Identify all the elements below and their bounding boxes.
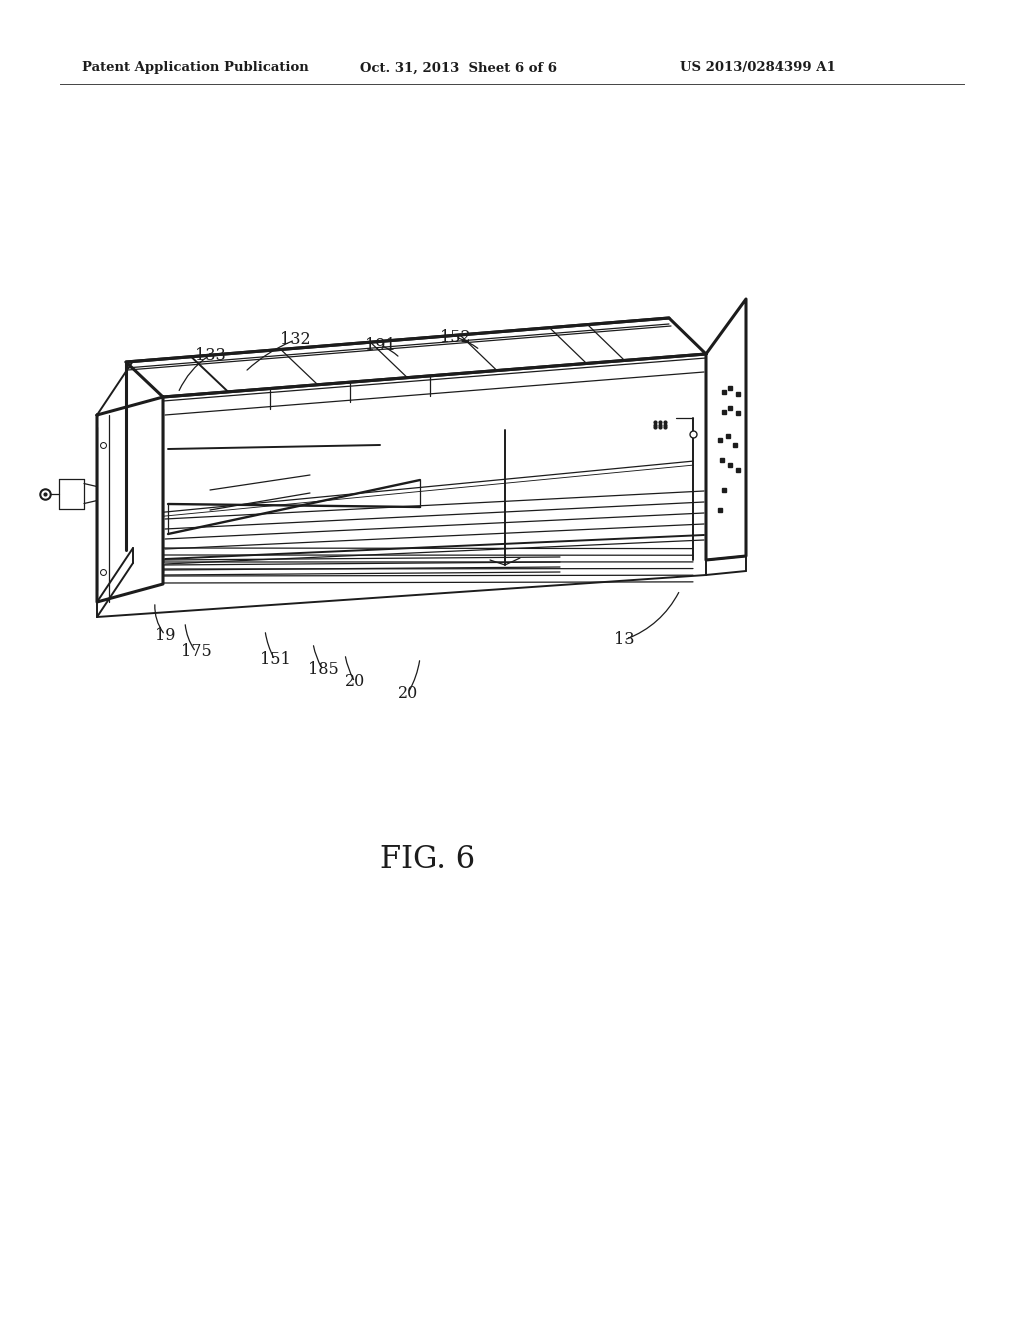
Text: FIG. 6: FIG. 6 xyxy=(380,845,475,875)
Text: 152: 152 xyxy=(439,329,470,346)
Text: 151: 151 xyxy=(260,652,291,668)
Text: Patent Application Publication: Patent Application Publication xyxy=(82,62,309,74)
Text: 191: 191 xyxy=(365,337,395,354)
Text: 175: 175 xyxy=(180,644,211,660)
Text: 132: 132 xyxy=(280,331,310,348)
Text: 185: 185 xyxy=(307,661,338,678)
Text: 133: 133 xyxy=(195,346,225,363)
Text: Oct. 31, 2013  Sheet 6 of 6: Oct. 31, 2013 Sheet 6 of 6 xyxy=(360,62,557,74)
Text: 19: 19 xyxy=(155,627,175,644)
Text: 13: 13 xyxy=(613,631,634,648)
Text: US 2013/0284399 A1: US 2013/0284399 A1 xyxy=(680,62,836,74)
Text: 20: 20 xyxy=(345,673,366,690)
Text: 20: 20 xyxy=(398,685,418,701)
